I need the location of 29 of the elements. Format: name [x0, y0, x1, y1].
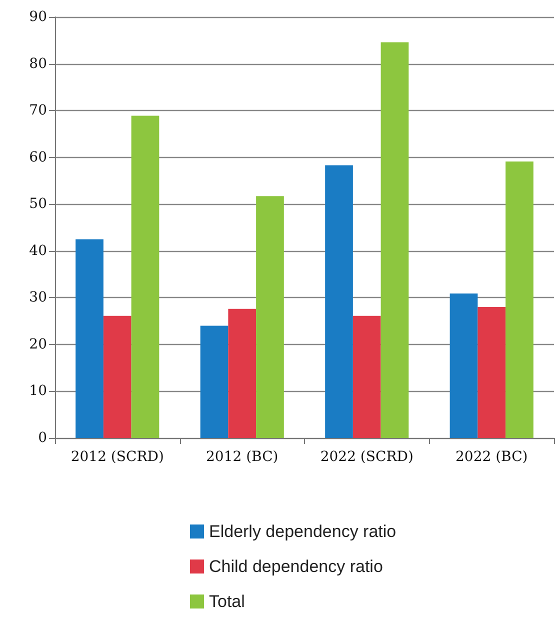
- y-tick-label: 10: [29, 383, 47, 400]
- y-tick-label: 30: [29, 290, 47, 306]
- y-tick-label: 50: [29, 196, 47, 212]
- x-tick-label: 2022 (SCRD): [320, 449, 414, 465]
- bar: [103, 316, 132, 438]
- legend-label: Total: [209, 592, 245, 611]
- y-tick-label: 60: [29, 149, 47, 166]
- bar: [380, 42, 409, 438]
- y-tick-label: 40: [29, 242, 47, 259]
- bar: [76, 239, 104, 438]
- bar: [352, 316, 381, 438]
- x-tick-label: 2012 (BC): [206, 449, 278, 465]
- x-tick-label: 2022 (BC): [455, 449, 528, 465]
- bar: [131, 116, 160, 438]
- bar: [506, 162, 534, 438]
- bar: [200, 326, 228, 438]
- x-tick-label: 2012 (SCRD): [70, 449, 164, 465]
- bar: [228, 308, 256, 438]
- y-tick-label: 20: [29, 336, 47, 352]
- bar: [256, 196, 284, 438]
- y-tick-label: 0: [38, 430, 47, 446]
- legend-label: Elderly dependency ratio: [209, 522, 396, 541]
- legend-label: Child dependency ratio: [209, 557, 383, 576]
- y-tick-label: 80: [29, 56, 47, 72]
- bar: [450, 293, 478, 438]
- bar: [478, 307, 506, 438]
- y-tick-label: 70: [29, 102, 47, 119]
- bar: [325, 165, 353, 438]
- y-tick-label: 90: [29, 9, 47, 25]
